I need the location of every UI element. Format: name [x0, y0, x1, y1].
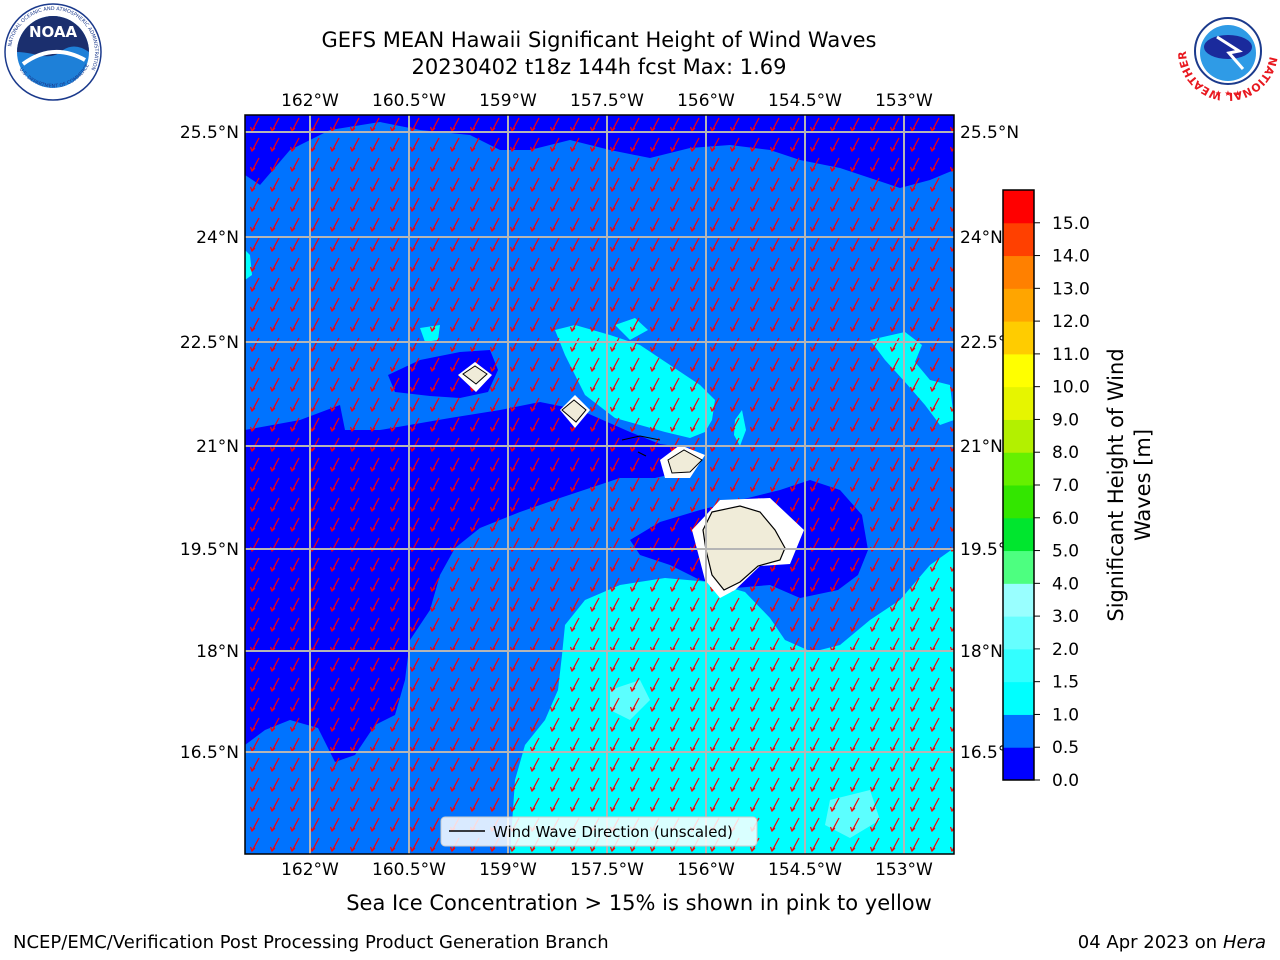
lon-tick-bottom: 160.5°W: [372, 860, 446, 880]
colorbar-segment: [1003, 616, 1034, 650]
colorbar-label-line2: Waves [m]: [1131, 429, 1155, 541]
lon-tick-top: 160.5°W: [372, 91, 446, 111]
plot-area: [245, 115, 954, 854]
svg-text:★ ★ ★: ★ ★ ★: [1215, 89, 1242, 98]
colorbar-tick-label: 11.0: [1052, 345, 1090, 365]
producer-credit: NCEP/EMC/Verification Post Processing Pr…: [13, 932, 609, 953]
colorbar-segment: [1003, 386, 1034, 420]
colorbar-segment: [1003, 517, 1034, 552]
run-date: 04 Apr 2023 on Hera: [1078, 932, 1266, 953]
colorbar-segment: [1003, 321, 1034, 355]
colorbar-tick-label: 6.0: [1052, 509, 1079, 529]
lat-tick-left: 16.5°N: [180, 743, 239, 763]
lon-tick-bottom: 156°W: [677, 860, 735, 880]
colorbar-tick-label: 0.0: [1052, 771, 1079, 791]
graticule: [245, 115, 954, 854]
colorbar-tick-label: 15.0: [1052, 214, 1090, 234]
colorbar-tick-label: 0.5: [1052, 738, 1079, 758]
colorbar-segment: [1003, 714, 1034, 748]
colorbar-segment: [1003, 190, 1034, 224]
colorbar-segment: [1003, 452, 1034, 486]
lat-tick-right: 25.5°N: [960, 123, 1019, 143]
lat-tick-left: 25.5°N: [180, 123, 239, 143]
colorbar-segment: [1003, 288, 1034, 322]
lat-tick-left: 19.5°N: [180, 540, 239, 560]
map-title: GEFS MEAN Hawaii Significant Height of W…: [321, 28, 877, 52]
lat-tick-right: 18°N: [960, 642, 1003, 662]
colorbar-segment: [1003, 681, 1034, 715]
lat-tick-left: 22.5°N: [180, 333, 239, 353]
colorbar-tick-label: 4.0: [1052, 574, 1079, 594]
sea-ice-note: Sea Ice Concentration > 15% is shown in …: [346, 891, 932, 915]
colorbar-tick-label: 7.0: [1052, 476, 1079, 496]
colorbar-segment: [1003, 222, 1034, 257]
lon-tick-bottom: 162°W: [281, 860, 339, 880]
colorbar: [1002, 189, 1035, 781]
lon-tick-bottom: 153°W: [875, 860, 933, 880]
nws-logo-icon: NATIONAL WEATHER SERVICE ★ ★ ★: [1177, 1, 1279, 101]
colorbar-tick-label: 14.0: [1052, 247, 1090, 267]
lat-tick-right: 24°N: [960, 228, 1003, 248]
lon-tick-top: 154.5°W: [768, 91, 842, 111]
lon-tick-bottom: 159°W: [479, 860, 537, 880]
lat-tick-left: 24°N: [196, 228, 239, 248]
colorbar-tick-label: 3.0: [1052, 607, 1079, 627]
colorbar-segment: [1003, 485, 1034, 519]
colorbar-tick-label: 8.0: [1052, 443, 1079, 463]
colorbar-segment: [1003, 255, 1034, 289]
lon-ticks: 162°W 160.5°W 159°W 157.5°W 156°W 154.5°…: [281, 91, 933, 880]
lon-tick-top: 156°W: [677, 91, 735, 111]
colorbar-label-line1: Significant Height of Wind: [1104, 348, 1128, 621]
svg-text:NOAA: NOAA: [29, 23, 78, 41]
colorbar-tick-label: 12.0: [1052, 312, 1090, 332]
colorbar-tick-label: 13.0: [1052, 279, 1090, 299]
lon-tick-top: 157.5°W: [570, 91, 644, 111]
run-date-text: 04 Apr 2023 on: [1077, 932, 1223, 953]
lon-tick-top: 162°W: [281, 91, 339, 111]
lat-tick-right: 21°N: [960, 437, 1003, 457]
lon-tick-top: 159°W: [479, 91, 537, 111]
plot-frame: [244, 114, 955, 855]
colorbar-tick-label: 2.0: [1052, 640, 1079, 660]
lon-tick-top: 153°W: [875, 91, 933, 111]
colorbar-segment: [1003, 353, 1034, 388]
map-subtitle: 20230402 t18z 144h fcst Max: 1.69: [411, 55, 787, 79]
noaa-logo-icon: NOAA NATIONAL OCEANIC AND ATMOSPHERIC AD…: [4, 3, 102, 101]
oahu-island: [561, 399, 587, 423]
colorbar-tick-label: 10.0: [1052, 378, 1090, 398]
colorbar-segment: [1003, 583, 1034, 617]
maui-island: [667, 449, 703, 474]
colorbar-tick-label: 9.0: [1052, 410, 1079, 430]
colorbar-segment: [1003, 550, 1034, 584]
lon-tick-bottom: 154.5°W: [768, 860, 842, 880]
lat-tick-left: 21°N: [196, 437, 239, 457]
colorbar-segment: [1003, 747, 1034, 781]
lon-tick-bottom: 157.5°W: [570, 860, 644, 880]
molokai-outline: [621, 435, 661, 457]
colorbar-tick-label: 1.5: [1052, 673, 1079, 693]
colorbar-tick-label: 1.0: [1052, 705, 1079, 725]
map-legend: Wind Wave Direction (unscaled): [440, 816, 758, 847]
colorbar-segment: [1003, 648, 1034, 683]
lat-tick-left: 18°N: [196, 642, 239, 662]
kauai-island: [462, 365, 488, 385]
legend-label: Wind Wave Direction (unscaled): [493, 823, 733, 841]
colorbar-tick-label: 5.0: [1052, 542, 1079, 562]
run-host: Hera: [1222, 932, 1266, 953]
wind-wave-direction-field: [245, 115, 954, 854]
colorbar-ticks: 0.0 0.5 1.0 1.5 2.0 3.0 4.0 5.0 6.0 7.0 8.0 9.0 10.0…: [1034, 214, 1090, 791]
colorbar-segment: [1003, 419, 1034, 453]
